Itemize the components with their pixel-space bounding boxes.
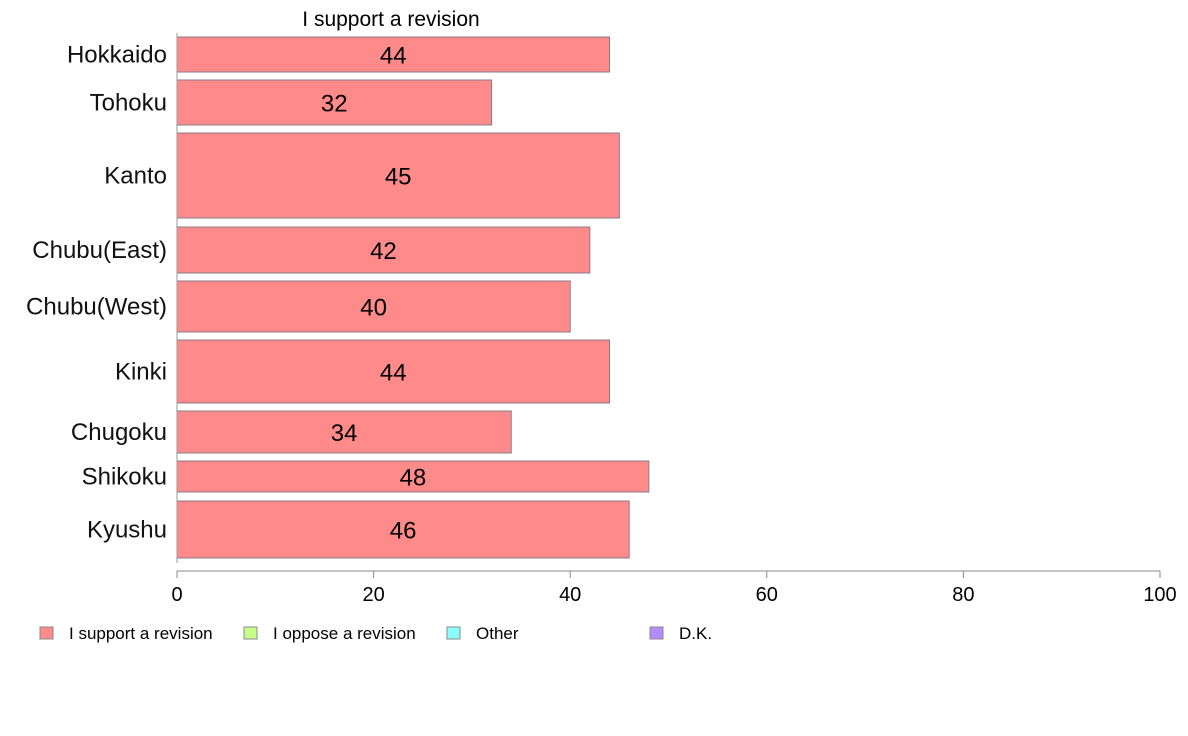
category-label: Chugoku bbox=[71, 419, 167, 446]
legend-label: Other bbox=[476, 624, 519, 643]
legend-swatch bbox=[39, 626, 54, 640]
x-tick-label: 40 bbox=[559, 584, 581, 606]
bar-value-label: 46 bbox=[390, 518, 417, 545]
bar-chugoku bbox=[176, 410, 512, 454]
bar-kinki bbox=[176, 339, 611, 404]
x-tick-label: 100 bbox=[1143, 584, 1176, 606]
bar-value-label: 44 bbox=[380, 360, 407, 387]
category-label: Kyushu bbox=[87, 517, 167, 544]
bar-value-label: 48 bbox=[400, 465, 427, 492]
legend-swatch bbox=[649, 626, 664, 640]
category-label: Kinki bbox=[115, 359, 167, 386]
bar-value-label: 45 bbox=[385, 164, 412, 191]
bar-tohoku bbox=[176, 79, 493, 126]
x-tick-label: 80 bbox=[952, 584, 974, 606]
bar-value-label: 42 bbox=[370, 238, 397, 265]
x-tick-label: 20 bbox=[362, 584, 384, 606]
bar-chubu-east bbox=[176, 226, 591, 274]
bar-value-label: 40 bbox=[360, 295, 387, 322]
legend-label: D.K. bbox=[679, 624, 712, 643]
bar-chubu-west bbox=[176, 280, 571, 333]
category-label: Shikoku bbox=[82, 464, 167, 491]
chart-title: I support a revision bbox=[302, 8, 479, 31]
bar-hokkaido bbox=[176, 36, 611, 73]
category-label: Chubu(East) bbox=[32, 237, 167, 264]
x-tick-label: 0 bbox=[171, 584, 182, 606]
bars-group: Hokkaido 44 Tohoku 32 Kanto 45 Chubu(East) 42 Ch… bbox=[26, 36, 650, 559]
category-label: Hokkaido bbox=[67, 42, 167, 69]
x-tick-label: 60 bbox=[756, 584, 778, 606]
bar-kanto bbox=[176, 132, 620, 219]
x-axis: 0 20 40 60 80 100 bbox=[171, 33, 1177, 606]
category-label: Tohoku bbox=[90, 90, 167, 117]
legend: I support a revision I oppose a revision O… bbox=[39, 624, 712, 643]
legend-label: I oppose a revision bbox=[273, 624, 416, 643]
legend-swatch bbox=[243, 626, 258, 640]
legend-label: I support a revision bbox=[69, 624, 213, 643]
bar-value-label: 32 bbox=[321, 91, 348, 118]
bar-value-label: 44 bbox=[380, 43, 407, 70]
legend-swatch bbox=[446, 626, 461, 640]
category-label: Chubu(West) bbox=[26, 294, 167, 321]
category-label: Kanto bbox=[104, 163, 167, 190]
bar-value-label: 34 bbox=[331, 420, 358, 447]
